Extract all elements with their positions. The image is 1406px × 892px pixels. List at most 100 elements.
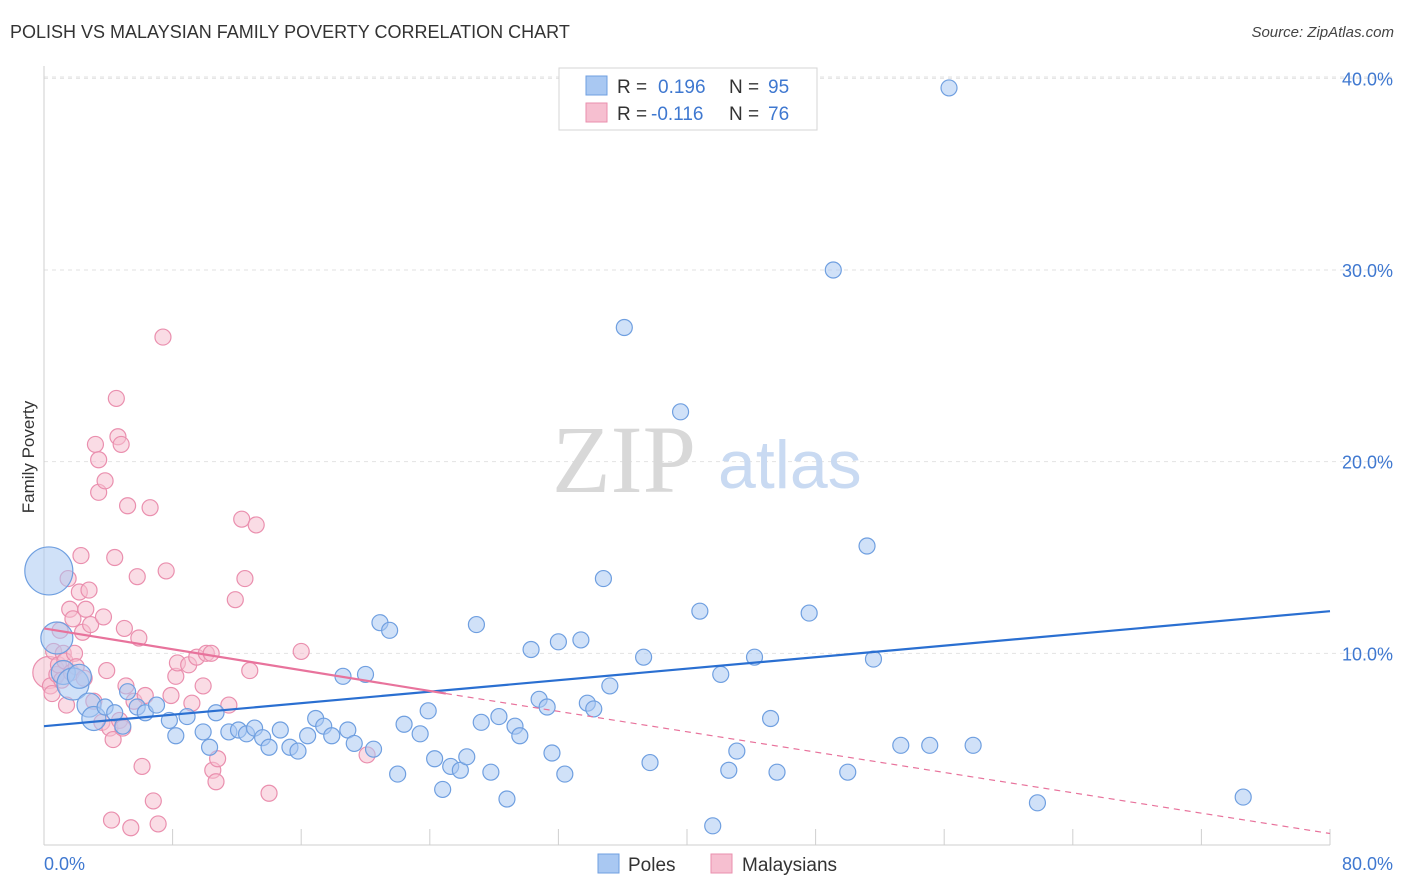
malaysians-point xyxy=(194,677,212,695)
poles-point xyxy=(761,709,780,728)
poles-point xyxy=(572,631,590,649)
poles-n-label: N = xyxy=(729,77,759,98)
malaysians-r-value: -0.116 xyxy=(651,104,703,125)
poles-point xyxy=(511,727,529,745)
watermark-atlas: atlas xyxy=(718,427,862,503)
poles-point xyxy=(641,753,659,772)
poles-point xyxy=(260,738,278,756)
malaysians-point xyxy=(202,644,220,662)
poles-point xyxy=(892,736,910,754)
poles-point xyxy=(720,761,738,779)
malaysians-point xyxy=(128,568,146,586)
legend-poles-swatch xyxy=(597,853,620,874)
poles-point xyxy=(858,537,876,555)
y-tick-label: 20.0% xyxy=(1342,453,1393,473)
malaysians-point xyxy=(107,389,125,408)
poles-point xyxy=(356,665,375,684)
malaysians-points xyxy=(32,328,376,837)
malaysians-point xyxy=(292,642,310,661)
legend-poles-label: Poles xyxy=(628,855,676,876)
poles-point xyxy=(549,633,568,651)
poles-point xyxy=(395,715,413,733)
poles-point xyxy=(147,696,166,714)
poles-point xyxy=(323,727,341,745)
watermark-zip: ZIP xyxy=(552,406,696,513)
poles-point xyxy=(160,711,178,730)
poles-point xyxy=(200,738,219,756)
malaysians-point xyxy=(162,686,180,705)
poles-point xyxy=(671,403,690,421)
x-tick-label: 0.0% xyxy=(44,854,85,874)
x-tick-label: 80.0% xyxy=(1342,854,1393,874)
poles-point xyxy=(381,621,399,639)
malaysians-r-label: R = xyxy=(617,104,647,125)
poles-point xyxy=(538,698,556,716)
poles-point xyxy=(467,615,486,634)
malaysians-point xyxy=(141,499,159,517)
poles-point xyxy=(704,817,722,835)
malaysians-point xyxy=(207,773,225,791)
malaysians-point xyxy=(106,548,124,567)
malaysians-point xyxy=(130,629,148,647)
poles-point xyxy=(167,727,185,745)
poles-swatch xyxy=(585,75,608,96)
poles-point xyxy=(426,750,444,768)
poles-trend-line xyxy=(43,610,1331,728)
malaysians-point xyxy=(122,819,140,837)
chart-title: POLISH VS MALAYSIAN FAMILY POVERTY CORRE… xyxy=(10,22,570,42)
legend-stats: R = 0.196 N = 95 R = -0.116 N = 76 xyxy=(558,67,818,131)
malaysians-point xyxy=(118,497,137,515)
malaysians-point xyxy=(260,784,278,802)
poles-point xyxy=(1028,794,1047,812)
poles-point xyxy=(411,725,429,743)
malaysians-point xyxy=(90,451,108,469)
malaysians-point xyxy=(112,435,130,454)
poles-n-value: 95 xyxy=(768,77,789,98)
poles-point xyxy=(556,765,574,783)
y-tick-label: 40.0% xyxy=(1342,69,1393,89)
malaysians-point xyxy=(104,730,122,749)
poles-r-label: R = xyxy=(617,77,647,98)
poles-point xyxy=(434,780,452,799)
malaysians-point xyxy=(241,661,259,680)
poles-point xyxy=(419,702,437,720)
poles-point xyxy=(594,569,613,588)
malaysians-point xyxy=(77,600,95,618)
poles-point xyxy=(482,763,500,781)
poles-point xyxy=(1234,788,1252,806)
trend-lines xyxy=(43,610,1331,835)
poles-point xyxy=(345,734,363,753)
poles-point xyxy=(498,790,516,808)
malaysians-point xyxy=(115,619,133,638)
watermark: ZIP atlas xyxy=(552,406,862,513)
malaysians-n-label: N = xyxy=(729,104,759,125)
poles-point xyxy=(458,748,476,766)
malaysians-point xyxy=(82,615,100,634)
malaysians-point xyxy=(233,510,251,528)
malaysians-point xyxy=(154,328,172,346)
malaysians-point xyxy=(96,472,114,490)
legend-malaysians-label: Malaysians xyxy=(742,855,837,876)
malaysians-point xyxy=(86,435,105,454)
poles-point xyxy=(964,736,982,754)
malaysians-point xyxy=(80,581,98,599)
legend-malaysians-swatch xyxy=(710,853,733,874)
poles-point xyxy=(40,621,74,655)
poles-point xyxy=(768,763,786,781)
poles-point xyxy=(24,546,74,596)
legend-series: Poles Malaysians xyxy=(597,853,837,876)
poles-point xyxy=(585,700,603,718)
malaysians-point xyxy=(236,569,254,588)
malaysians-trend-extension xyxy=(445,692,1331,835)
gridlines xyxy=(44,76,1395,654)
malaysians-point xyxy=(64,610,82,628)
poles-point xyxy=(824,261,842,279)
y-tick-label: 10.0% xyxy=(1342,644,1393,664)
poles-point xyxy=(207,704,225,722)
poles-point xyxy=(490,707,508,726)
poles-point xyxy=(271,721,289,739)
poles-point xyxy=(615,318,633,337)
source-credit: Source: ZipAtlas.com xyxy=(1251,24,1394,41)
malaysians-point xyxy=(72,546,90,565)
malaysians-point xyxy=(144,792,162,810)
